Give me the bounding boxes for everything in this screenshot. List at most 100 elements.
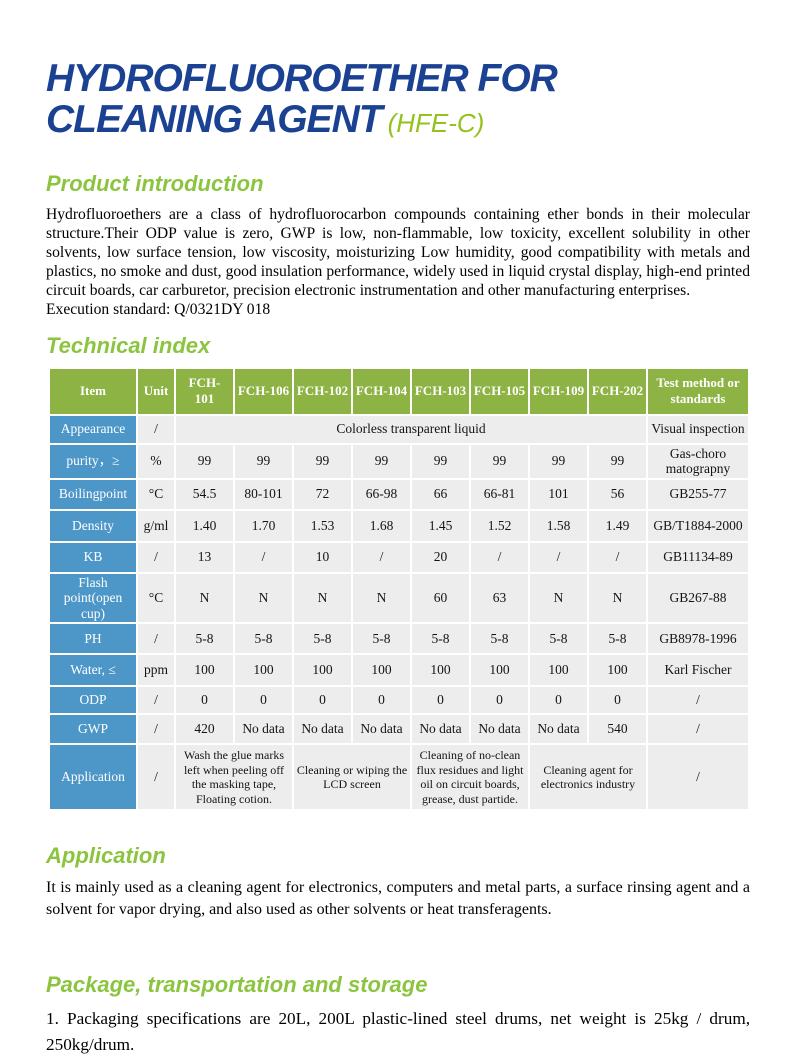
page-title: HYDROFLUOROETHER FOR CLEANING AGENT (HFE-… bbox=[46, 58, 750, 141]
technical-index-table: Item Unit FCH- 101 FCH-106 FCH-102 FCH-104 FCH… bbox=[48, 366, 750, 812]
value-cell: 1.58 bbox=[528, 508, 589, 543]
value-cell: Cleaning or wiping the LCD screen bbox=[292, 743, 412, 812]
unit-cell: / bbox=[136, 540, 176, 574]
value-cell: / bbox=[587, 540, 648, 574]
value-cell: 0 bbox=[528, 685, 589, 716]
row-label-cell: Density bbox=[48, 508, 138, 543]
table-header-cell: FCH- 101 bbox=[174, 366, 235, 416]
section-technical-index: Technical index Item Unit FCH- 101 FCH-106 F… bbox=[46, 333, 750, 812]
value-cell: 5-8 bbox=[233, 622, 294, 656]
value-cell: 5-8 bbox=[587, 622, 648, 656]
execution-standard-text: Execution standard: Q/0321DY 018 bbox=[46, 300, 271, 318]
unit-cell: °C bbox=[136, 477, 176, 511]
value-cell: 100 bbox=[351, 653, 412, 688]
table-header-cell: FCH-105 bbox=[469, 366, 530, 416]
unit-cell: / bbox=[136, 685, 176, 716]
package-list: 1. Packaging specifications are 20L, 200… bbox=[46, 1006, 750, 1057]
value-cell: / bbox=[528, 540, 589, 574]
value-cell: 100 bbox=[528, 653, 589, 688]
value-cell: N bbox=[233, 571, 294, 625]
value-cell: 54.5 bbox=[174, 477, 235, 511]
row-label-cell: Appearance bbox=[48, 413, 138, 445]
value-cell: No data bbox=[292, 713, 353, 746]
table-row: GWP/420 No data No data No data No data No da… bbox=[48, 713, 750, 746]
unit-cell: g/ml bbox=[136, 508, 176, 543]
row-label-cell: ODP bbox=[48, 685, 138, 716]
technical-table-body: Appearance / Colorless transparent liquid V… bbox=[48, 413, 750, 812]
unit-cell: % bbox=[136, 442, 176, 480]
table-header-cell: FCH-109 bbox=[528, 366, 589, 416]
value-cell: 99 bbox=[587, 442, 648, 480]
value-cell: 1.49 bbox=[587, 508, 648, 543]
row-label-cell: Water, ≤ bbox=[48, 653, 138, 688]
row-label-cell: Flash point(open cup) bbox=[48, 571, 138, 625]
table-row: purity，≥% 99 99 99 99 99 99 99 99 Gas-choro matog… bbox=[48, 442, 750, 480]
package-item: 1. Packaging specifications are 20L, 200… bbox=[46, 1009, 750, 1054]
test-method-cell: GB/T1884-2000 bbox=[646, 508, 750, 543]
value-cell: 101 bbox=[528, 477, 589, 511]
unit-cell: / bbox=[136, 413, 176, 445]
test-method-cell: GB11134-89 bbox=[646, 540, 750, 574]
value-cell: 99 bbox=[528, 442, 589, 480]
table-header-cell: FCH-102 bbox=[292, 366, 353, 416]
value-cell: 0 bbox=[410, 685, 471, 716]
section-heading-product-introduction: Product introduction bbox=[46, 170, 264, 196]
page-title-line2: CLEANING AGENT bbox=[46, 98, 383, 142]
row-label-cell: KB bbox=[48, 540, 138, 574]
value-cell: Wash the glue marks left when peeling of… bbox=[174, 743, 294, 812]
table-row: PH/5-8 5-8 5-8 5-8 5-8 5-8 5-8 5-8 GB8978-1996 bbox=[48, 622, 750, 656]
unit-cell: / bbox=[136, 743, 176, 812]
application-text: It is mainly used as a cleaning agent fo… bbox=[46, 879, 750, 918]
table-header-cell: FCH-103 bbox=[410, 366, 471, 416]
value-cell: N bbox=[528, 571, 589, 625]
table-header-cell: Test method or standards bbox=[646, 366, 750, 416]
table-header-cell: Item bbox=[48, 366, 138, 416]
section-heading-package: Package, transportation and storage bbox=[46, 972, 428, 998]
section-package: Package, transportation and storage 1. P… bbox=[46, 972, 750, 1057]
test-method-cell: / bbox=[646, 713, 750, 746]
value-cell: 66-81 bbox=[469, 477, 530, 511]
table-header-cell: FCH-104 bbox=[351, 366, 412, 416]
value-cell: 1.70 bbox=[233, 508, 294, 543]
table-row: ODP/0 0 0 0 0 0 0 0/ bbox=[48, 685, 750, 716]
value-cell: 420 bbox=[174, 713, 235, 746]
value-cell: 5-8 bbox=[410, 622, 471, 656]
value-cell: 72 bbox=[292, 477, 353, 511]
value-cell: No data bbox=[351, 713, 412, 746]
value-cell: 100 bbox=[469, 653, 530, 688]
unit-cell: °C bbox=[136, 571, 176, 625]
row-label-cell: Boilingpoint bbox=[48, 477, 138, 511]
value-cell: 99 bbox=[233, 442, 294, 480]
value-cell: 5-8 bbox=[469, 622, 530, 656]
value-cell: 66-98 bbox=[351, 477, 412, 511]
value-cell: 1.40 bbox=[174, 508, 235, 543]
page-title-line1: HYDROFLUOROETHER FOR bbox=[46, 57, 558, 100]
test-method-cell: / bbox=[646, 743, 750, 812]
section-application: Application It is mainly used as a clean… bbox=[46, 843, 750, 920]
value-cell: 0 bbox=[469, 685, 530, 716]
value-cell: 1.45 bbox=[410, 508, 471, 543]
table-header-cell: FCH-202 bbox=[587, 366, 648, 416]
table-row: Water, ≤ ppm 100 100 100 100 100 100 100 100 Karl … bbox=[48, 653, 750, 688]
value-cell: 99 bbox=[174, 442, 235, 480]
unit-cell: ppm bbox=[136, 653, 176, 688]
table-header-row: Item Unit FCH- 101 FCH-106 FCH-102 FCH-104 FCH… bbox=[48, 366, 750, 416]
value-cell: 13 bbox=[174, 540, 235, 574]
value-cell: N bbox=[174, 571, 235, 625]
row-label-cell: purity，≥ bbox=[48, 442, 138, 480]
value-cell: Cleaning of no-clean flux residues and l… bbox=[410, 743, 530, 812]
test-method-cell: GB255-77 bbox=[646, 477, 750, 511]
value-cell: Cleaning agent for electronics industry bbox=[528, 743, 648, 812]
test-method-cell: GB267-88 bbox=[646, 571, 750, 625]
value-cell: / bbox=[233, 540, 294, 574]
value-cell: 60 bbox=[410, 571, 471, 625]
value-cell: 10 bbox=[292, 540, 353, 574]
table-row: KB/13/10/20// / GB11134-89 bbox=[48, 540, 750, 574]
value-cell: 0 bbox=[587, 685, 648, 716]
table-header-cell: Unit bbox=[136, 366, 176, 416]
value-cell: 56 bbox=[587, 477, 648, 511]
row-label-cell: GWP bbox=[48, 713, 138, 746]
value-cell: 1.52 bbox=[469, 508, 530, 543]
section-heading-technical-index: Technical index bbox=[46, 332, 211, 358]
value-cell: N bbox=[587, 571, 648, 625]
